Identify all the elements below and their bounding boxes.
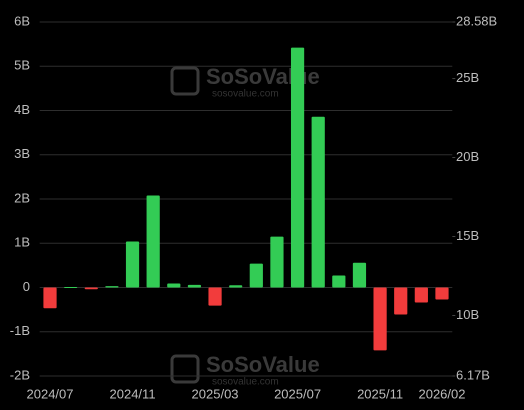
bar <box>64 287 78 289</box>
bar <box>84 287 98 290</box>
watermark-site: sosovalue.com <box>212 89 279 100</box>
watermark-logo <box>170 354 200 384</box>
bar <box>229 285 243 288</box>
bar <box>373 287 387 351</box>
x-tick-label: 2026/02 <box>418 386 465 401</box>
bar <box>208 287 222 306</box>
bar <box>435 287 449 300</box>
bar <box>311 116 325 288</box>
bar <box>249 263 263 288</box>
y-tick-label: 5B <box>14 58 30 73</box>
y2-tick-label: 20B <box>456 149 479 164</box>
y2-tick-label: 15B <box>456 228 479 243</box>
y-tick-label: -2B <box>10 367 30 382</box>
bar <box>332 275 346 288</box>
y-tick-label: 2B <box>14 190 30 205</box>
x-tick-label: 2025/11 <box>357 386 403 401</box>
bar <box>125 241 140 288</box>
y-tick-label: 3B <box>14 146 30 161</box>
x-tick-label: 2025/07 <box>274 386 321 401</box>
watermark-brand: SoSoValue <box>206 352 320 377</box>
bar <box>270 236 284 288</box>
watermark-logo <box>170 66 200 96</box>
x-tick-label: 2025/03 <box>192 386 239 401</box>
bar <box>187 284 202 288</box>
y-tick-label: 4B <box>14 102 30 117</box>
bar <box>105 286 119 288</box>
x-tick-label: 2024/07 <box>27 386 74 401</box>
y2-tick-label: 6.17B <box>456 367 490 382</box>
bar <box>414 287 428 303</box>
bar <box>352 262 367 288</box>
y2-tick-label: 28.58B <box>456 13 497 28</box>
bar <box>394 287 408 315</box>
y2-tick-label: 10B <box>456 307 479 322</box>
y-tick-label: 1B <box>14 235 30 250</box>
y-tick-label: 6B <box>14 13 30 28</box>
bar <box>290 47 305 288</box>
bar <box>146 195 160 288</box>
bar <box>43 287 57 309</box>
x-tick-label: 2024/11 <box>110 386 156 401</box>
y-tick-label: 0 <box>23 279 30 294</box>
y-tick-label: -1B <box>10 323 30 338</box>
y2-tick-label: 25B <box>456 70 479 85</box>
watermark-site: sosovalue.com <box>212 377 279 388</box>
bar <box>167 283 181 288</box>
